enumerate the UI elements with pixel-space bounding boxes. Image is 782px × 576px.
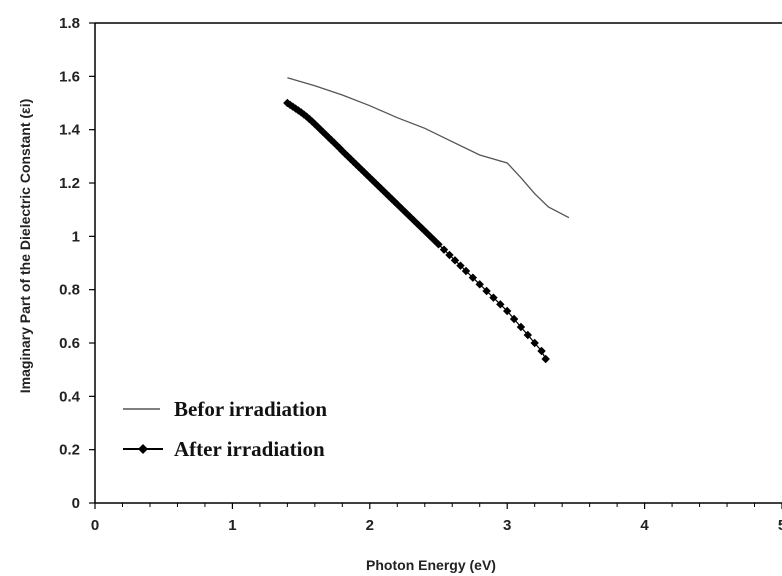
data-point-after-irradiation [362, 170, 372, 180]
data-point-after-irradiation [461, 266, 471, 276]
data-point-after-irradiation [475, 280, 484, 289]
x-tick-label: 5 [778, 517, 782, 534]
x-axis-title: Photon Energy (eV) [366, 557, 496, 573]
y-axis-title: Imaginary Part of the Dielectric Constan… [17, 99, 33, 393]
series-line-before-irradiation [287, 77, 570, 219]
y-tick-label: 0.2 [59, 442, 80, 459]
y-tick-label: 1.6 [59, 68, 80, 85]
data-point-after-irradiation [439, 245, 449, 254]
data-point-after-irradiation [371, 178, 380, 188]
data-point-after-irradiation [346, 154, 355, 164]
legend-label: After irradiation [174, 437, 325, 461]
y-tick-label: 1.2 [59, 175, 80, 192]
y-tick-label: 0 [72, 495, 80, 512]
data-point-after-irradiation [434, 240, 443, 249]
data-point-after-irradiation [503, 306, 512, 316]
data-point-after-irradiation [468, 273, 478, 282]
y-tick-label: 0.8 [59, 282, 80, 299]
legend-label: Befor irradiation [174, 397, 327, 421]
legend-swatch-diamond [138, 444, 148, 454]
data-point-after-irradiation [482, 286, 491, 296]
y-tick-label: 1.8 [59, 15, 80, 32]
y-tick-label: 1 [72, 228, 80, 245]
x-tick-label: 3 [503, 517, 511, 534]
plot-frame [94, 22, 782, 504]
data-point-after-irradiation [530, 338, 539, 348]
series-layer [283, 77, 570, 364]
legend: Befor irradiation After irradiation [123, 397, 327, 461]
data-point-after-irradiation [489, 293, 498, 302]
data-point-after-irradiation [329, 138, 339, 147]
x-tick-label: 4 [640, 517, 649, 534]
x-axis-ticks: 0 1 2 3 4 5 [91, 503, 782, 534]
y-tick-label: 0.4 [59, 388, 81, 405]
data-point-after-irradiation [496, 300, 505, 309]
y-tick-label: 1.4 [59, 122, 81, 139]
x-tick-label: 2 [366, 517, 374, 534]
y-tick-label: 0.6 [59, 335, 80, 352]
data-point-after-irradiation [450, 256, 460, 265]
data-point-after-irradiation [445, 250, 454, 260]
x-tick-label: 0 [91, 517, 99, 534]
y-axis-ticks: 0 0.2 0.4 0.6 0.8 1 1.2 1.4 1.6 1.8 [59, 15, 95, 512]
series-line-after-irradiation [287, 102, 547, 360]
data-point-after-irradiation [509, 314, 519, 324]
data-point-after-irradiation [541, 354, 550, 364]
data-point-after-irradiation [387, 194, 396, 204]
data-point-after-irradiation [321, 130, 331, 139]
data-point-after-irradiation [537, 346, 546, 356]
data-point-after-irradiation [456, 261, 465, 270]
x-tick-label: 1 [228, 517, 236, 534]
data-point-after-irradiation [516, 322, 526, 332]
data-point-after-irradiation [288, 102, 298, 111]
data-point-after-irradiation [523, 330, 533, 340]
